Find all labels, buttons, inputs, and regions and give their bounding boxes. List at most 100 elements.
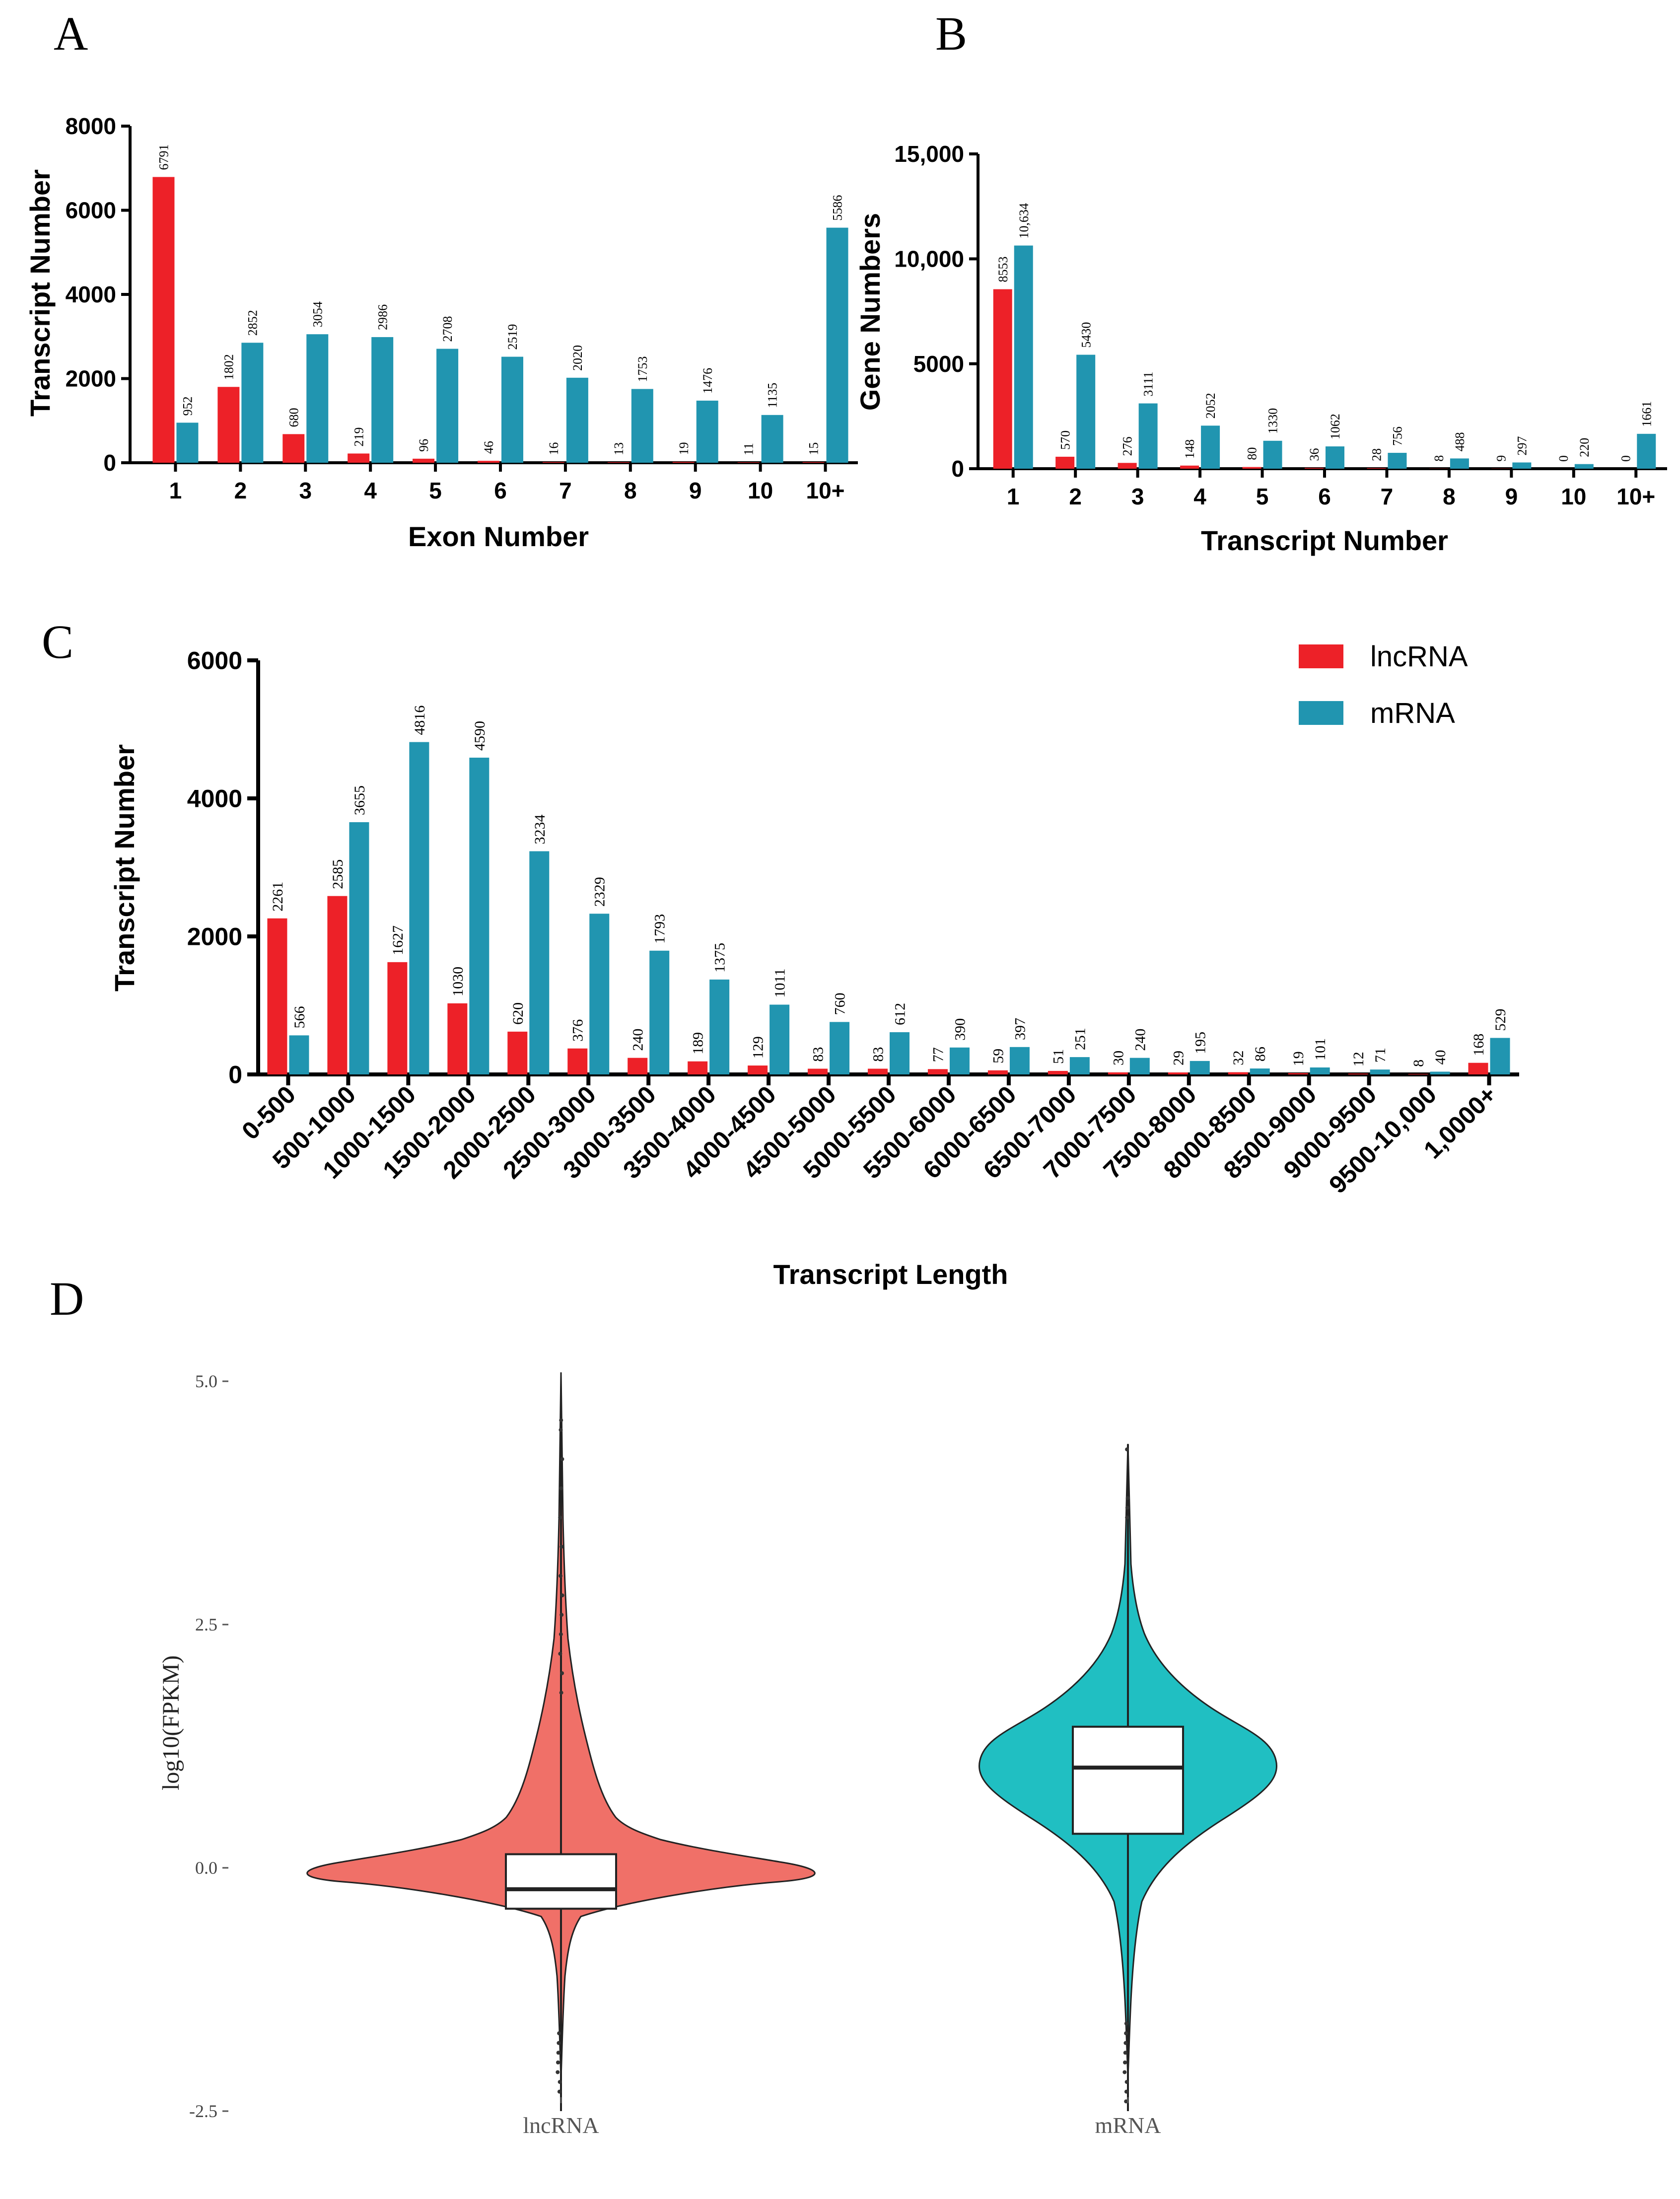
- value-label-lncrna: 620: [510, 1002, 526, 1025]
- panel-letter-d: D: [50, 1272, 84, 1325]
- y-tick-label: 0: [103, 450, 116, 476]
- value-label-mrna: 251: [1072, 1028, 1088, 1050]
- chart-c-transcript-length: 02000400060000-5002261566500-10002585365…: [109, 647, 1519, 1290]
- value-label-mrna: 1753: [635, 356, 650, 382]
- y-tick-label: 2.5: [195, 1615, 217, 1634]
- outlier-point: [557, 2031, 561, 2036]
- bar-mrna: [709, 979, 730, 1074]
- value-label-mrna: 2852: [245, 310, 260, 336]
- value-label-lncrna: 680: [286, 408, 301, 427]
- value-label-lncrna: 59: [990, 1049, 1006, 1064]
- y-axis-title: Gene Numbers: [854, 213, 886, 411]
- outlier-point: [556, 2051, 560, 2055]
- value-label-lncrna: 9: [1494, 455, 1508, 462]
- bar-lncrna: [1118, 463, 1137, 469]
- bar-mrna: [469, 757, 490, 1074]
- bar-lncrna: [152, 177, 175, 463]
- y-tick-label: 0: [228, 1061, 242, 1089]
- x-axis-title: Transcript Number: [1201, 525, 1448, 556]
- outlier-point: [1123, 2041, 1128, 2045]
- outlier-point: [560, 1613, 564, 1617]
- legend-label-lncrna: lncRNA: [1370, 640, 1468, 673]
- y-tick-label: 6000: [66, 198, 116, 223]
- bar-mrna: [830, 1022, 850, 1074]
- value-label-mrna: 5430: [1079, 322, 1093, 348]
- value-label-lncrna: 12: [1350, 1052, 1367, 1066]
- outlier-point: [559, 1418, 563, 1422]
- value-label-lncrna: 80: [1245, 447, 1260, 460]
- bar-lncrna: [1168, 1072, 1188, 1074]
- value-label-lncrna: 6791: [157, 144, 171, 170]
- x-tick-label: 10: [748, 478, 773, 503]
- value-label-mrna: 3234: [532, 814, 548, 844]
- bar-lncrna: [413, 458, 435, 463]
- panel-letter-a: A: [54, 7, 88, 60]
- bar-lncrna: [1288, 1073, 1308, 1074]
- y-tick-label: 2000: [187, 923, 242, 951]
- bar-mrna: [631, 389, 653, 463]
- value-label-mrna: 1011: [772, 969, 788, 998]
- value-label-lncrna: 8: [1432, 455, 1446, 462]
- bar-lncrna: [507, 1031, 528, 1074]
- x-axis-title: Exon Number: [408, 521, 589, 552]
- bar-mrna: [501, 356, 523, 463]
- outlier-point: [556, 2070, 560, 2074]
- value-label-mrna: 756: [1391, 426, 1405, 446]
- bar-mrna: [1310, 1067, 1330, 1074]
- x-tick-label: 1: [169, 478, 182, 503]
- bar-mrna: [1076, 355, 1096, 469]
- outlier-point: [558, 2080, 562, 2084]
- bar-lncrna: [1305, 468, 1324, 469]
- bar-mrna: [1014, 245, 1033, 469]
- bar-lncrna: [1108, 1072, 1128, 1074]
- x-tick-label: 10+: [806, 478, 845, 503]
- bar-lncrna: [993, 289, 1012, 469]
- value-label-mrna: 760: [832, 993, 848, 1015]
- y-tick-label: 2000: [66, 366, 116, 392]
- value-label-lncrna: 13: [612, 442, 626, 455]
- outlier-point: [559, 1632, 563, 1636]
- x-tick-label: 7: [1381, 484, 1394, 509]
- value-label-mrna: 1375: [712, 943, 728, 973]
- bar-mrna: [566, 377, 588, 463]
- y-tick-label: 0.0: [195, 1858, 217, 1878]
- bar-lncrna: [567, 1048, 588, 1074]
- outlier-point: [559, 1574, 562, 1578]
- value-label-mrna: 101: [1312, 1038, 1329, 1061]
- bar-mrna: [649, 950, 670, 1074]
- outlier-point: [1123, 2051, 1127, 2055]
- x-tick-label: 9: [689, 478, 702, 503]
- value-label-lncrna: 189: [690, 1032, 706, 1055]
- x-tick-label: mRNA: [1095, 2113, 1161, 2138]
- bar-mrna: [761, 415, 783, 463]
- bar-lncrna: [607, 462, 630, 463]
- x-tick-label: 8: [624, 478, 637, 503]
- value-label-mrna: 240: [1132, 1029, 1148, 1051]
- bar-lncrna: [267, 918, 287, 1074]
- outlier-point: [557, 2089, 561, 2094]
- x-tick-label: 6: [494, 478, 507, 503]
- value-label-mrna: 1330: [1266, 408, 1280, 434]
- bar-lncrna: [1180, 465, 1199, 469]
- value-label-lncrna: 1802: [221, 354, 236, 380]
- outlier-point: [1124, 2089, 1128, 2094]
- outlier-point: [1125, 1515, 1129, 1520]
- y-tick-label: 8000: [66, 113, 116, 139]
- bar-lncrna: [672, 462, 695, 463]
- x-tick-label: 2: [234, 478, 247, 503]
- bar-mrna: [1069, 1057, 1090, 1074]
- outlier-point: [1124, 2099, 1128, 2104]
- bar-lncrna: [802, 462, 825, 463]
- bar-mrna: [1201, 426, 1220, 469]
- value-label-lncrna: 11: [742, 443, 756, 455]
- value-label-mrna: 40: [1432, 1050, 1449, 1064]
- outlier-point: [1124, 2031, 1128, 2036]
- bar-lncrna: [1242, 467, 1261, 469]
- x-tick-label: 10+: [1616, 484, 1655, 509]
- value-label-mrna: 71: [1372, 1048, 1389, 1063]
- bar-mrna: [1388, 453, 1407, 469]
- value-label-mrna: 3655: [351, 785, 368, 815]
- outlier-point: [559, 1486, 563, 1490]
- value-label-lncrna: 30: [1110, 1051, 1126, 1065]
- value-label-lncrna: 148: [1183, 439, 1197, 459]
